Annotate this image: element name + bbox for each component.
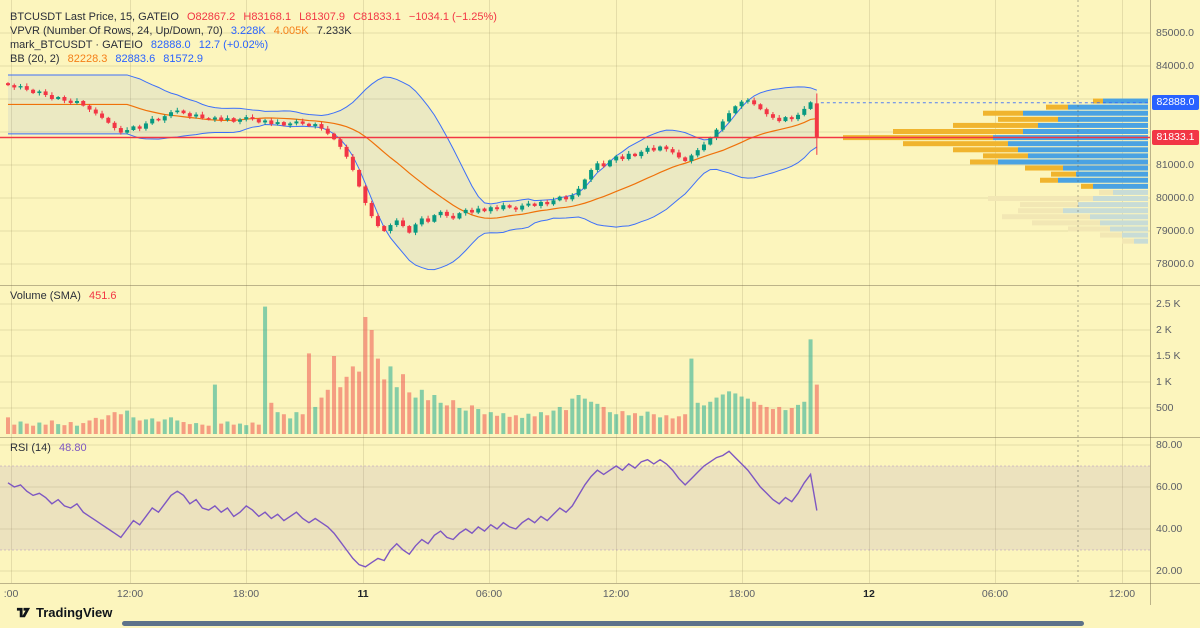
price-badge: 82888.0	[1152, 94, 1199, 110]
volume-legend[interactable]: Volume (SMA) 451.6	[10, 290, 122, 302]
rsi-value: 48.80	[59, 442, 87, 454]
price-lines-layer	[0, 0, 1150, 583]
indicator-legends: BTCUSDT Last Price, 15, GATEIO O82867.2 …	[10, 10, 502, 66]
axis-label: 84000.0	[1156, 60, 1194, 72]
legend-mark[interactable]: mark_BTCUSDT · GATEIO 82888.0 12.7 (+0.0…	[10, 38, 502, 52]
high-value: H83168.1	[243, 11, 292, 23]
axis-label: 80000.0	[1156, 192, 1194, 204]
mark-price: 82888.0	[150, 39, 191, 51]
time-tick: :00	[3, 588, 19, 600]
axis-label: 1 K	[1156, 376, 1172, 388]
axis-label: 1.5 K	[1156, 350, 1181, 362]
candles-layer	[6, 82, 819, 236]
tradingview-logo[interactable]: TradingView	[16, 605, 112, 620]
time-tick: 06:00	[981, 588, 1009, 600]
axis-label: 60.00	[1156, 481, 1183, 493]
time-tick: 18:00	[728, 588, 756, 600]
legend-vpvr[interactable]: VPVR (Number Of Rows, 24, Up/Down, 70) 3…	[10, 24, 502, 38]
axis-label: 40.00	[1156, 523, 1183, 535]
pane-dividers	[0, 0, 1200, 605]
time-tick: 12:00	[116, 588, 144, 600]
axis-label: 78000.0	[1156, 258, 1194, 270]
axis-label: 2.5 K	[1156, 298, 1181, 310]
close-value: C81833.1	[353, 11, 401, 23]
legend-symbol[interactable]: BTCUSDT Last Price, 15, GATEIO O82867.2 …	[10, 10, 502, 24]
rsi-layer	[0, 450, 1150, 568]
axis-label: 500	[1156, 402, 1174, 414]
axis-label: 85000.0	[1156, 27, 1194, 39]
bb-title: BB (20, 2)	[10, 53, 60, 65]
time-tick: 18:00	[232, 588, 260, 600]
open-value: O82867.2	[186, 11, 236, 23]
time-tick-day: 12	[863, 588, 875, 600]
vpvr-down-value: 4.005K	[273, 25, 309, 37]
bollinger-layer	[8, 74, 818, 271]
mark-title: mark_BTCUSDT · GATEIO	[10, 39, 143, 51]
axis-label: 81000.0	[1156, 159, 1194, 171]
vpvr-title: VPVR (Number Of Rows, 24, Up/Down, 70)	[10, 25, 223, 37]
time-axis[interactable]: :00 12:00 18:00 11 06:00 12:00 18:00 12 06:00 12:…	[0, 584, 1150, 605]
rsi-label: RSI (14)	[10, 442, 51, 454]
symbol-title: BTCUSDT Last Price, 15, GATEIO	[10, 11, 179, 23]
vpvr-total-value: 7.233K	[316, 25, 352, 37]
low-value: L81307.9	[299, 11, 346, 23]
change-value: −1034.1 (−1.25%)	[408, 11, 497, 23]
axis-label: 79000.0	[1156, 225, 1194, 237]
price-badge: 81833.1	[1152, 129, 1199, 145]
tradingview-logo-icon	[16, 607, 31, 618]
bb-basis: 82228.3	[67, 53, 108, 65]
legend-bb[interactable]: BB (20, 2) 82228.3 82883.6 81572.9	[10, 52, 502, 66]
rsi-legend[interactable]: RSI (14) 48.80	[10, 442, 92, 454]
time-tick: 12:00	[602, 588, 630, 600]
axis-label: 80.00	[1156, 439, 1183, 451]
grid-layer	[0, 0, 1150, 583]
axis-label: 20.00	[1156, 565, 1183, 577]
volume-label: Volume (SMA)	[10, 290, 81, 302]
time-tick-day: 11	[357, 588, 369, 600]
right-axis[interactable]: 85000.0 84000.0 81000.0 80000.0 79000.0 78000…	[1151, 0, 1200, 606]
tradingview-logo-text: TradingView	[36, 605, 113, 620]
vpvr-up-value: 3.228K	[230, 25, 266, 37]
bottom-scrollbar[interactable]	[122, 621, 1084, 626]
time-tick: 06:00	[475, 588, 503, 600]
mark-change: 12.7 (+0.02%)	[198, 39, 269, 51]
axis-label: 2 K	[1156, 324, 1172, 336]
volume-value: 451.6	[88, 290, 117, 302]
time-tick: 12:00	[1108, 588, 1136, 600]
bb-lower: 81572.9	[163, 53, 204, 65]
bb-upper: 82883.6	[115, 53, 156, 65]
volume-bars-layer	[6, 306, 819, 434]
